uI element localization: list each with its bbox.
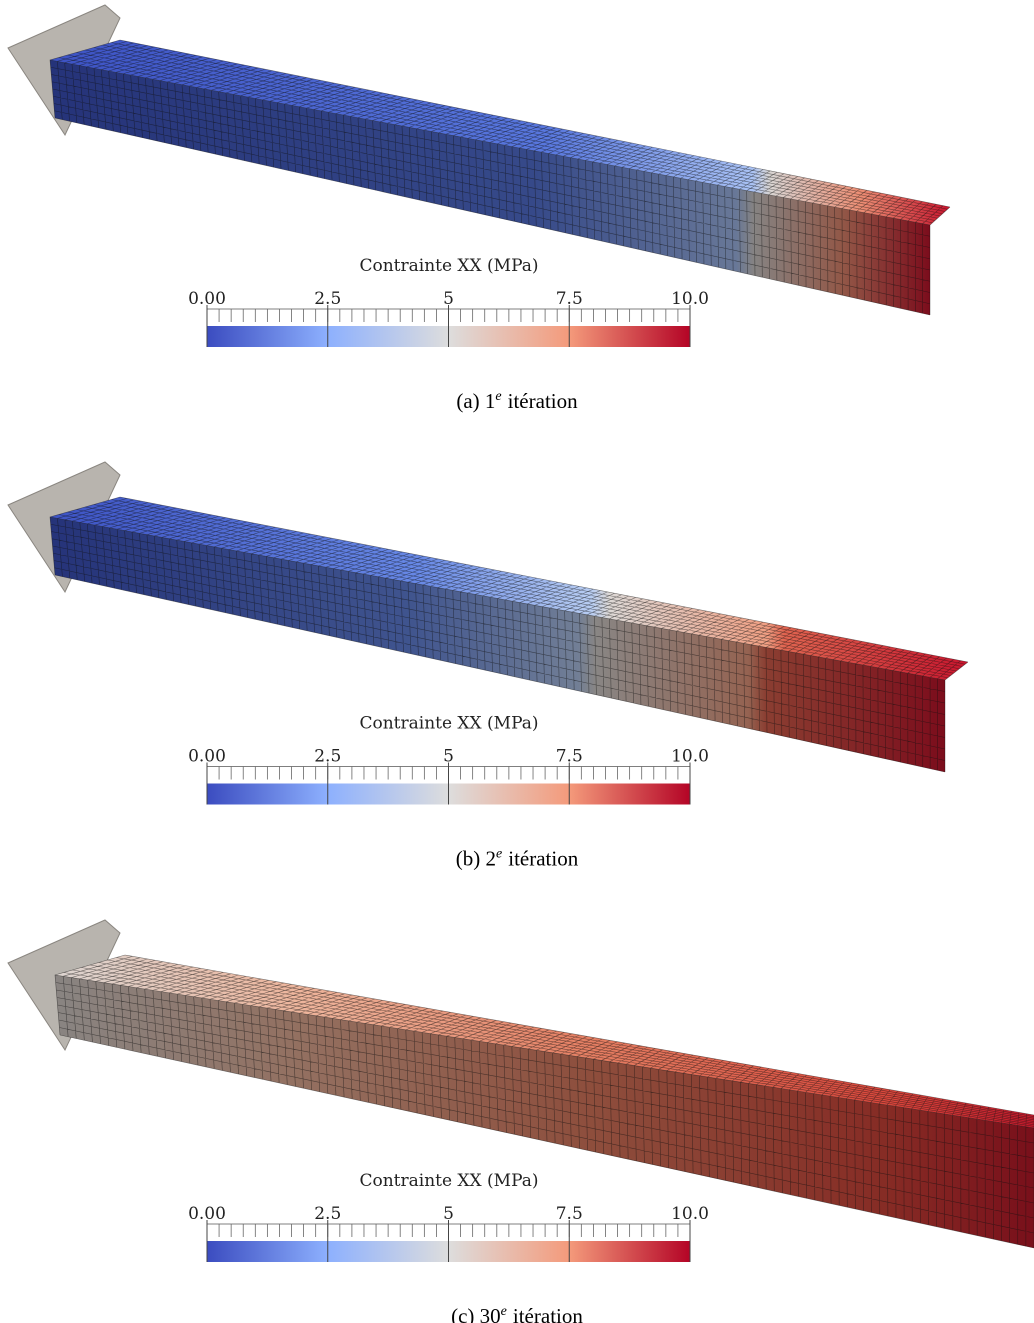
colorbar-title: Contrainte XX (MPa) bbox=[359, 714, 538, 734]
colorbar-tick-label: 5 bbox=[443, 289, 454, 309]
caption-sup: e bbox=[496, 847, 502, 862]
colorbar-title: Contrainte XX (MPa) bbox=[359, 256, 538, 276]
colorbar-tick-label: 10.0 bbox=[671, 1204, 709, 1224]
colorbar-tick-label: 5 bbox=[443, 747, 454, 767]
colorbar-tick-label: 10.0 bbox=[671, 289, 709, 309]
caption-word: itération bbox=[508, 847, 578, 871]
mesh bbox=[49, 496, 969, 773]
caption: (c) 30e itération bbox=[451, 1304, 583, 1323]
panel: Contrainte XX (MPa) 0.00 2.5 5 7.5 10.0 (b) 2e… bbox=[7, 461, 969, 871]
caption: (b) 2e itération bbox=[456, 847, 579, 871]
caption-number: 30 bbox=[480, 1304, 501, 1323]
caption-sup: e bbox=[501, 1304, 507, 1319]
beam-top bbox=[50, 497, 968, 680]
caption-sup: e bbox=[495, 389, 501, 404]
caption-label: (a) bbox=[456, 389, 479, 413]
mesh bbox=[54, 954, 1034, 1249]
colorbar-tick-label: 0.00 bbox=[188, 747, 226, 767]
caption-number: 2 bbox=[486, 847, 497, 871]
colorbar-tick-label: 2.5 bbox=[314, 289, 341, 309]
caption: (a) 1e itération bbox=[456, 389, 578, 413]
caption-word: itération bbox=[508, 389, 578, 413]
colorbar-tick-label: 7.5 bbox=[556, 1204, 583, 1224]
colorbar-tick-label: 7.5 bbox=[556, 747, 583, 767]
panel: Contrainte XX (MPa) 0.00 2.5 5 7.5 10.0 (a) 1e… bbox=[7, 4, 951, 413]
beam-front bbox=[50, 60, 930, 315]
caption-label: (b) bbox=[456, 847, 481, 871]
beam-front-shade bbox=[50, 60, 930, 315]
panels: Contrainte XX (MPa)0.00 2.5 5 7.5 10.0(a) 1e… bbox=[7, 4, 1034, 1323]
panel: Contrainte XX (MPa) 0.00 2.5 5 7.5 10.0 (c) 30… bbox=[7, 919, 1034, 1323]
colorbar-tick-label: 0.00 bbox=[188, 289, 226, 309]
beam-front-shade bbox=[50, 517, 945, 772]
beam-front bbox=[55, 975, 1034, 1248]
colorbar-tick-label: 2.5 bbox=[314, 747, 341, 767]
colorbar-title: Contrainte XX (MPa) bbox=[359, 1171, 538, 1191]
caption-label: (c) bbox=[451, 1304, 474, 1323]
colorbar-tick-label: 5 bbox=[443, 1204, 454, 1224]
beam-top bbox=[50, 40, 950, 225]
caption-number: 1 bbox=[485, 389, 496, 413]
colorbar-tick-label: 2.5 bbox=[314, 1204, 341, 1224]
beam-front bbox=[50, 517, 945, 772]
colorbar-tick-label: 7.5 bbox=[556, 289, 583, 309]
beam-front-shade bbox=[55, 975, 1034, 1248]
mesh bbox=[49, 39, 951, 316]
colorbar-tick-label: 0.00 bbox=[188, 1204, 226, 1224]
caption-word: itération bbox=[513, 1304, 583, 1323]
colorbar-tick-label: 10.0 bbox=[671, 747, 709, 767]
